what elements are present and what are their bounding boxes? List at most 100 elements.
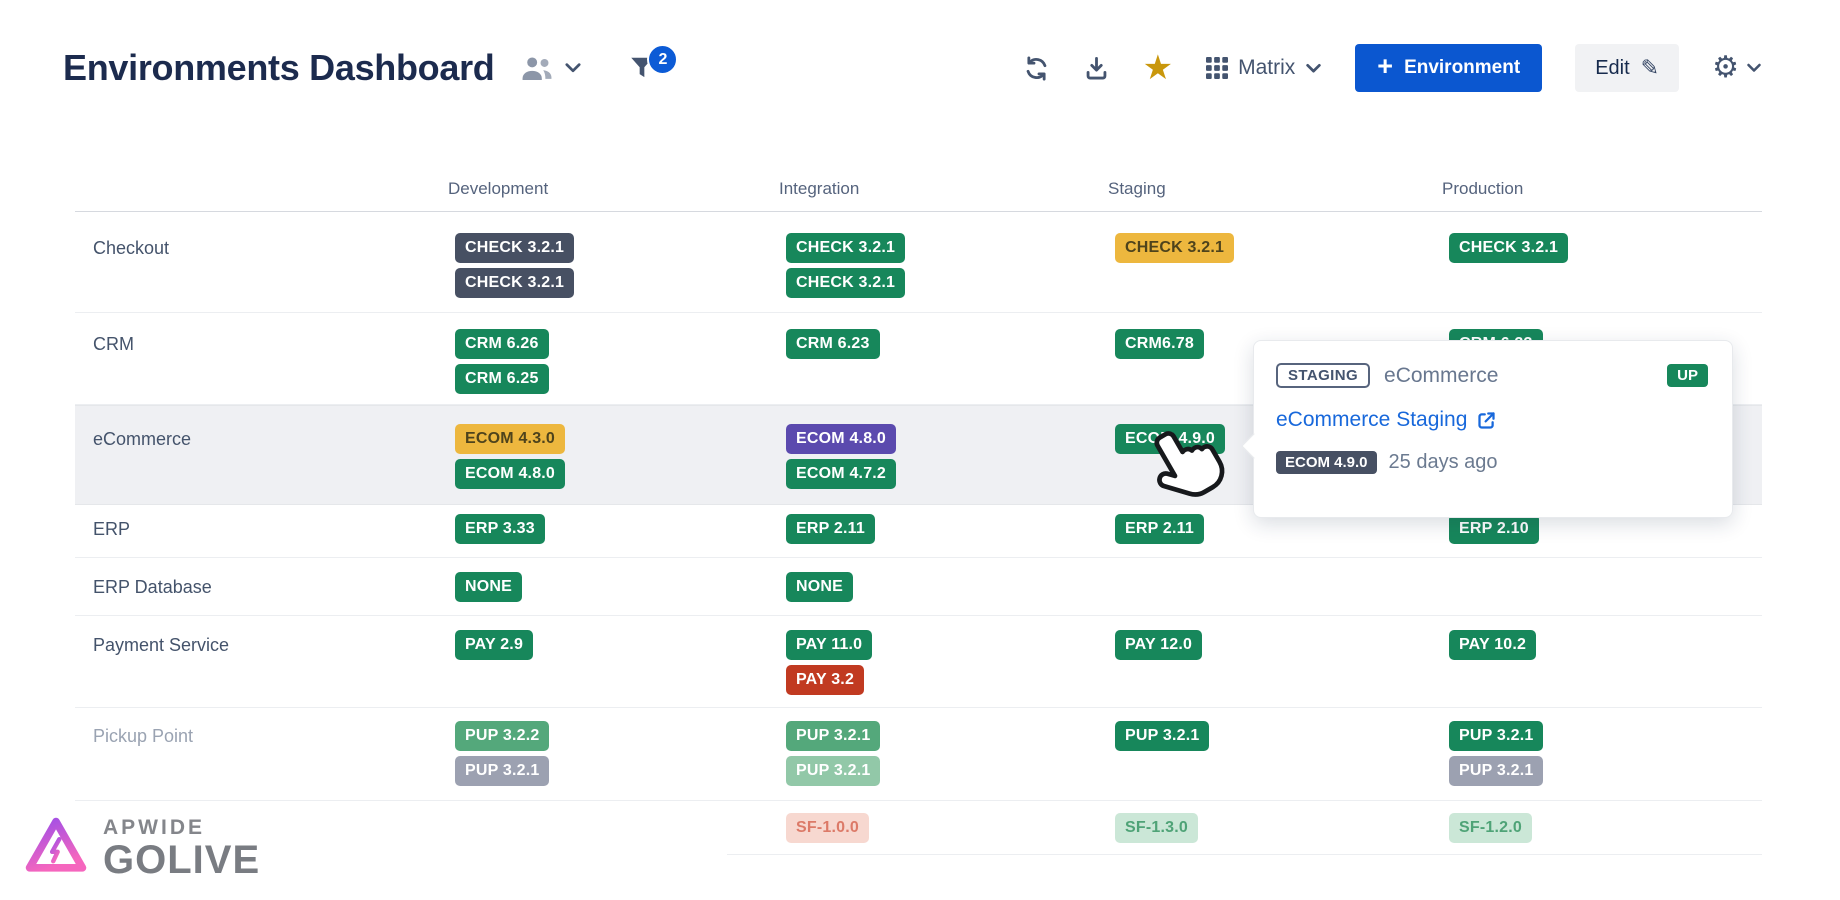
brand-line-golive: GOLIVE xyxy=(103,838,261,882)
version-badge[interactable]: CHECK 3.2.1 xyxy=(786,268,906,298)
matrix-cell: SF-1.2.0 xyxy=(1449,813,1762,843)
version-badge[interactable]: ERP 2.11 xyxy=(1115,514,1204,544)
version-badge[interactable]: SF-1.0.0 xyxy=(786,813,869,843)
brand-line-apwide: APWIDE xyxy=(103,816,205,839)
version-badge[interactable]: PUP 3.2.1 xyxy=(786,756,881,786)
category-chip: STAGING xyxy=(1276,363,1371,388)
version-badge[interactable]: PAY 2.9 xyxy=(455,630,534,660)
chevron-down-icon[interactable] xyxy=(564,61,582,75)
environment-tooltip: STAGING eCommerce UP eCommerce Staging E… xyxy=(1241,340,1733,518)
column-header-staging: Staging xyxy=(1108,178,1166,198)
version-badge[interactable]: ECOM 4.8.0 xyxy=(455,459,566,489)
environment-link[interactable]: eCommerce Staging xyxy=(1276,408,1497,432)
version-badge[interactable]: PAY 11.0 xyxy=(786,630,873,660)
version-badge[interactable]: PAY 3.2 xyxy=(786,665,865,695)
matrix-cell: NONE xyxy=(786,572,1115,602)
version-badge[interactable]: PUP 3.2.1 xyxy=(1449,756,1544,786)
application-name: eCommerce xyxy=(1384,363,1499,387)
version-badge[interactable]: CHECK 3.2.1 xyxy=(1115,233,1235,263)
version-badge[interactable]: CRM 6.23 xyxy=(786,329,880,359)
favorite-star-icon[interactable]: ★ xyxy=(1142,49,1174,87)
matrix-cell: PAY 11.0 PAY 3.2 xyxy=(786,630,1115,695)
matrix-cell: ECOM 4.3.0 ECOM 4.8.0 xyxy=(455,424,786,489)
matrix-cell: PAY 2.9 xyxy=(455,630,786,695)
row-label: CRM xyxy=(93,334,134,354)
version-badge[interactable]: CHECK 3.2.1 xyxy=(455,268,575,298)
version-badge[interactable]: PAY 10.2 xyxy=(1449,630,1537,660)
matrix-cell: SF-1.3.0 xyxy=(1115,813,1449,843)
row-label: Payment Service xyxy=(93,635,230,655)
matrix-cell: ECOM 4.8.0 ECOM 4.7.2 xyxy=(786,424,1115,489)
version-badge[interactable]: SF-1.2.0 xyxy=(1449,813,1532,843)
matrix-cell: CHECK 3.2.1 xyxy=(1449,233,1762,298)
matrix-cell: ERP 2.10 xyxy=(1449,514,1762,544)
matrix-cell: PUP 3.2.1 PUP 3.2.1 xyxy=(1449,721,1762,786)
external-link-icon xyxy=(1478,411,1496,429)
add-environment-label: Environment xyxy=(1404,57,1521,78)
version-badge[interactable]: ERP 2.11 xyxy=(786,514,875,544)
version-badge[interactable]: PUP 3.2.1 xyxy=(455,756,550,786)
matrix-cell: PAY 10.2 xyxy=(1449,630,1762,695)
matrix-cell xyxy=(1115,572,1449,602)
version-badge[interactable]: CRM6.78 xyxy=(1115,329,1204,359)
tooltip-title-row: STAGING eCommerce UP xyxy=(1276,363,1708,388)
chevron-down-icon xyxy=(1747,63,1761,72)
matrix-body: Checkout CHECK 3.2.1 CHECK 3.2.1 CHECK 3.2.… xyxy=(75,212,1762,855)
version-badge[interactable]: ECOM 4.3.0 xyxy=(455,424,566,454)
version-badge[interactable]: PUP 3.2.1 xyxy=(1115,721,1210,751)
plus-icon: + xyxy=(1377,51,1394,81)
matrix-row-checkout: Checkout CHECK 3.2.1 CHECK 3.2.1 CHECK 3.2.… xyxy=(75,212,1762,313)
version-badge[interactable]: CHECK 3.2.1 xyxy=(455,233,575,263)
version-badge[interactable]: PUP 3.2.1 xyxy=(1449,721,1544,751)
deployed-version-badge: ECOM 4.9.0 xyxy=(1276,451,1377,474)
filter-icon[interactable]: 2 xyxy=(628,44,679,82)
matrix-cell: PUP 3.2.1 PUP 3.2.1 xyxy=(786,721,1115,786)
row-label: Pickup Point xyxy=(93,726,194,746)
row-label: eCommerce xyxy=(93,429,192,449)
matrix-cell: SF-1.0.0 xyxy=(786,813,1115,843)
version-badge[interactable]: ECOM 4.7.2 xyxy=(786,459,897,489)
matrix-row-erp-database: ERP Database NONE NONE xyxy=(75,558,1762,616)
status-badge: UP xyxy=(1667,364,1708,387)
version-badge[interactable]: PAY 12.0 xyxy=(1115,630,1203,660)
column-header-integration: Integration xyxy=(779,178,860,198)
apwide-golive-logo: APWIDE GOLIVE xyxy=(23,813,260,883)
matrix-cell: CHECK 3.2.1 xyxy=(1115,233,1449,298)
matrix-cell: ERP 2.11 xyxy=(786,514,1115,544)
version-badge[interactable]: ERP 2.10 xyxy=(1449,514,1539,544)
version-badge[interactable]: NONE xyxy=(786,572,854,602)
edit-button-label: Edit xyxy=(1595,56,1630,79)
matrix-cell: PUP 3.2.2 PUP 3.2.1 xyxy=(455,721,786,786)
version-badge[interactable]: NONE xyxy=(455,572,523,602)
matrix-cell: PAY 12.0 xyxy=(1115,630,1449,695)
version-badge[interactable]: ERP 3.33 xyxy=(455,514,545,544)
shared-users-icon[interactable] xyxy=(520,55,554,82)
version-badge[interactable]: CRM 6.25 xyxy=(455,364,549,394)
download-icon[interactable] xyxy=(1083,55,1110,82)
version-badge[interactable]: CHECK 3.2.1 xyxy=(1449,233,1569,263)
environment-link-label: eCommerce Staging xyxy=(1276,408,1468,431)
gear-icon: ⚙ xyxy=(1712,51,1739,84)
matrix-cell: CRM 6.23 xyxy=(786,329,1115,394)
settings-menu[interactable]: ⚙ xyxy=(1712,53,1762,83)
deployed-time: 25 days ago xyxy=(1388,451,1498,473)
version-badge[interactable]: PUP 3.2.1 xyxy=(786,721,881,751)
row-label: Checkout xyxy=(93,238,170,258)
version-badge[interactable]: ECOM 4.8.0 xyxy=(786,424,897,454)
hand-cursor-icon xyxy=(1132,410,1244,529)
version-badge[interactable]: SF-1.3.0 xyxy=(1115,813,1198,843)
edit-button[interactable]: Edit ✎ xyxy=(1575,44,1680,92)
row-label: ERP xyxy=(93,519,131,539)
matrix-cell: ERP 3.33 xyxy=(455,514,786,544)
column-header-development: Development xyxy=(448,178,549,198)
matrix-cell xyxy=(455,813,786,843)
version-badge[interactable]: CRM 6.26 xyxy=(455,329,549,359)
grid-icon xyxy=(1206,57,1229,79)
version-badge[interactable]: PUP 3.2.2 xyxy=(455,721,550,751)
golive-triangle-icon xyxy=(25,817,87,872)
version-badge[interactable]: CHECK 3.2.1 xyxy=(786,233,906,263)
add-environment-button[interactable]: + Environment xyxy=(1355,44,1543,92)
view-switcher[interactable]: Matrix xyxy=(1206,56,1322,80)
refresh-icon[interactable] xyxy=(1023,55,1050,82)
matrix-row-unnamed: SF-1.0.0 SF-1.3.0 SF-1.2.0 xyxy=(75,801,1762,855)
